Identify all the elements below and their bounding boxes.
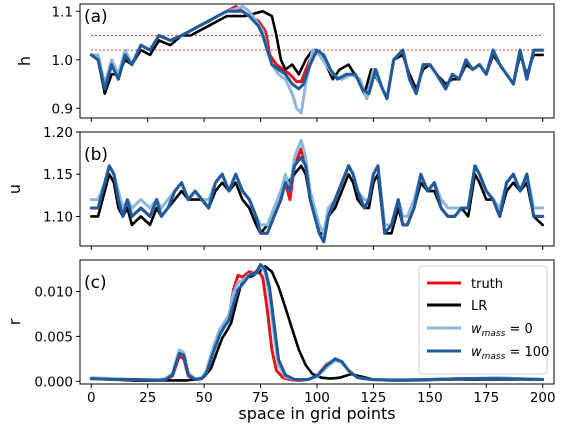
y-tick-label: 0.000 xyxy=(34,374,73,390)
x-ticks-b xyxy=(90,246,544,250)
x-tick-label: 75 xyxy=(252,390,269,406)
x-tick-label: 175 xyxy=(473,390,499,406)
legend-wmass0-sub: mass xyxy=(482,329,506,339)
panel-tag-b: (b) xyxy=(84,145,108,165)
series-line-wmass100-c xyxy=(89,263,545,382)
legend-box xyxy=(418,265,548,375)
x-ticks-c: 0 25 50 75 100 125 150 175 200 xyxy=(87,384,556,406)
y-axis-label-c: r xyxy=(5,318,24,325)
x-axis-label: space in grid points xyxy=(238,404,395,423)
legend-wmass0-w: w xyxy=(471,322,482,337)
y-ticks-a: 0.9 1.0 1.1 xyxy=(52,4,80,117)
axes-frame-a xyxy=(79,3,555,119)
x-tick-label: 25 xyxy=(139,390,156,406)
legend-label-truth: truth xyxy=(471,277,503,292)
legend-wmass100-rest: = 100 xyxy=(505,345,549,360)
legend-label-lr: LR xyxy=(471,299,487,314)
y-tick-label: 1.15 xyxy=(43,167,73,183)
plot-area-a xyxy=(89,4,545,115)
y-axis-label-b: u xyxy=(5,184,24,194)
legend-label-wmass0: wmass = 0 xyxy=(471,322,533,339)
x-tick-label: 125 xyxy=(361,390,387,406)
series-line-wmass100-a xyxy=(89,9,545,101)
panel-tag-c: (c) xyxy=(84,273,107,293)
panel-b: (b) u 1.10 1.15 1.20 xyxy=(5,125,555,250)
x-tick-label: 150 xyxy=(417,390,443,406)
x-ticks-a xyxy=(90,118,544,122)
series-group-b xyxy=(89,138,545,244)
x-tick-label: 200 xyxy=(530,390,556,406)
legend-label-wmass100: wmass = 100 xyxy=(471,345,549,362)
y-axis-label-a: h xyxy=(15,56,34,66)
panel-c: (c) r 0.000 0.005 0.010 0 25 50 75 100 125 150 17… xyxy=(5,259,556,406)
y-tick-label: 0.005 xyxy=(34,329,73,345)
series-line-wmass100-b xyxy=(89,155,545,244)
legend-wmass100-sub: mass xyxy=(482,352,506,362)
panel-tag-a: (a) xyxy=(84,7,108,27)
y-tick-label: 1.20 xyxy=(43,125,73,141)
legend-wmass100-w: w xyxy=(471,345,482,360)
x-tick-label: 100 xyxy=(304,390,330,406)
legend: truth LR wmass = 0 wmass = 100 xyxy=(418,265,549,375)
y-tick-label: 0.010 xyxy=(34,284,73,300)
series-group-a xyxy=(89,4,545,115)
y-tick-label: 1.1 xyxy=(52,4,73,20)
y-tick-label: 1.10 xyxy=(43,209,73,225)
x-tick-label: 0 xyxy=(87,390,96,406)
legend-wmass0-rest: = 0 xyxy=(505,322,532,337)
plot-area-c xyxy=(89,263,545,382)
y-ticks-c: 0.000 0.005 0.010 xyxy=(34,284,80,390)
x-tick-label: 50 xyxy=(196,390,213,406)
y-tick-label: 1.0 xyxy=(52,53,73,69)
series-line-wmass0-b xyxy=(89,138,545,235)
y-tick-label: 0.9 xyxy=(52,101,73,117)
panel-a: (a) h 0.9 1.0 1.1 xyxy=(15,3,555,122)
series-group-c xyxy=(89,263,545,382)
y-ticks-b: 1.10 1.15 1.20 xyxy=(43,125,80,225)
series-line-wmass0-a xyxy=(89,4,545,115)
plot-area-b xyxy=(89,138,545,244)
